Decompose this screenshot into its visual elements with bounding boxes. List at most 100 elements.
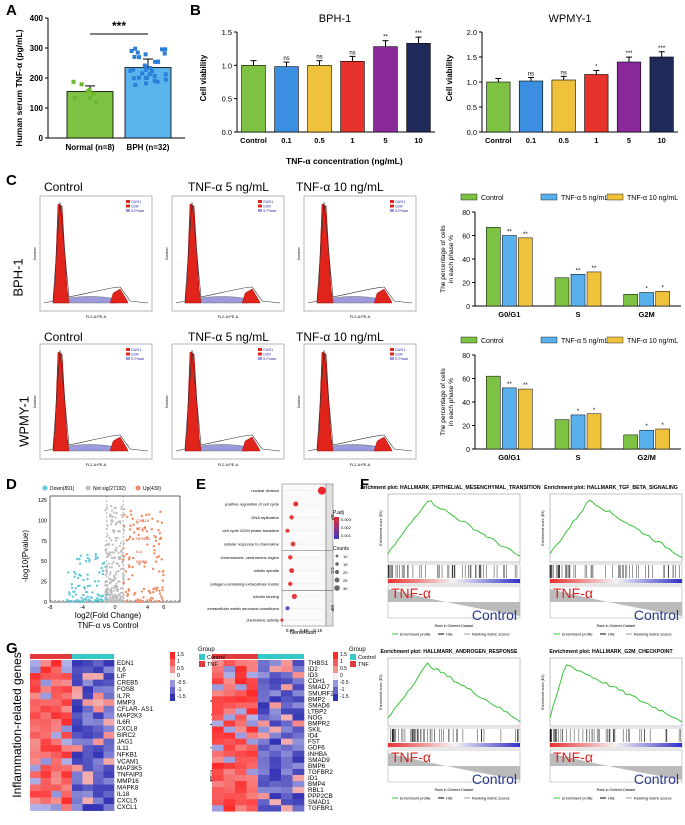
d-point-notsig bbox=[114, 586, 117, 589]
e-term-label: extracellular matrix structural constitu… bbox=[207, 606, 279, 611]
d-point-up bbox=[153, 534, 156, 538]
d-point-down bbox=[96, 556, 99, 560]
g-left-cell bbox=[82, 784, 94, 792]
e-count-tick: 10 bbox=[343, 554, 348, 559]
g-right-cell bbox=[269, 678, 282, 685]
g-left-cell bbox=[40, 705, 52, 713]
c-title-tnf5-2: TNF-α 5 ng/mL bbox=[188, 330, 269, 344]
d-point-notsig bbox=[108, 596, 112, 599]
g-right-cell bbox=[212, 762, 224, 770]
g-right-cell bbox=[212, 781, 224, 788]
g-left-cell bbox=[51, 758, 62, 766]
d-point-up bbox=[154, 560, 158, 563]
g-right-cell bbox=[212, 666, 224, 673]
g-left-gene-label: IL6 bbox=[117, 667, 126, 674]
g-right-gene-label: ID2 bbox=[308, 666, 318, 673]
a-dot bbox=[152, 78, 157, 83]
f-es-frame bbox=[387, 493, 521, 563]
e-dot bbox=[317, 486, 326, 495]
g-left-cell bbox=[93, 771, 104, 779]
g-right-cell bbox=[212, 787, 224, 794]
g-left-cell bbox=[82, 718, 94, 726]
c1-ytick-label: 40 bbox=[462, 257, 470, 264]
g-right-cell bbox=[223, 678, 236, 685]
b1-sig-label: ** bbox=[383, 35, 388, 41]
g-left-cell bbox=[103, 673, 115, 680]
d-legend-notsig-dot bbox=[85, 485, 91, 491]
panel-e-go-dotplot: BP nuclear division positive regulation of… bbox=[207, 483, 352, 636]
g-left-cell bbox=[40, 738, 52, 746]
d-point-notsig bbox=[120, 550, 123, 553]
g-left-cell bbox=[61, 738, 73, 746]
d-point-notsig bbox=[106, 524, 109, 527]
c-hist-legend-swatch bbox=[126, 348, 130, 351]
d-point-down bbox=[82, 593, 85, 597]
g-right-cell bbox=[235, 678, 247, 685]
g-left-gene-label: NFKB1 bbox=[117, 752, 138, 759]
g-right-cell bbox=[269, 672, 282, 679]
b2-ytick-label: 0.0 bbox=[467, 128, 477, 137]
g-right-cell bbox=[258, 799, 270, 806]
g-right-cell bbox=[235, 805, 247, 812]
g-left-scale-label: -1.5 bbox=[177, 694, 186, 700]
b1-xtick-label: 0.1 bbox=[281, 136, 291, 145]
d-point-up bbox=[140, 590, 143, 593]
d-point-notsig bbox=[106, 534, 109, 537]
g-right-cell bbox=[281, 732, 293, 739]
g-right-cell bbox=[292, 732, 305, 739]
g-right-cell bbox=[212, 720, 224, 727]
a-xtick-label: BPH (n=32) bbox=[127, 143, 170, 152]
c1-bar bbox=[554, 277, 570, 307]
c-g2m-peak bbox=[109, 288, 129, 304]
g-right-cell bbox=[235, 787, 247, 794]
a-ytick-label: 200 bbox=[30, 74, 44, 83]
g-right-cell bbox=[269, 744, 282, 752]
g-right-cell bbox=[269, 666, 282, 673]
d-point-up bbox=[152, 544, 155, 548]
b1-xtick-label: 10 bbox=[414, 136, 422, 145]
c1-sig-label: * bbox=[645, 286, 648, 292]
g-left-cell bbox=[30, 732, 41, 739]
e-dot bbox=[290, 541, 296, 547]
d-point-up bbox=[154, 587, 157, 590]
g-right-cell bbox=[269, 750, 282, 758]
d-point-up bbox=[154, 539, 158, 543]
d-point-notsig bbox=[123, 508, 126, 511]
g-right-cell bbox=[258, 708, 270, 715]
g-left-cell bbox=[72, 732, 83, 739]
g-right-scale-cell bbox=[333, 673, 338, 680]
d-point-up bbox=[157, 528, 160, 532]
c-hist-legend-swatch bbox=[390, 209, 394, 212]
g-right-gene-label: LTBP2 bbox=[308, 708, 327, 715]
g-left-cell bbox=[51, 797, 62, 805]
g-right-gene-label: SKIL bbox=[308, 727, 322, 734]
g-right-cell bbox=[269, 781, 282, 788]
panel-c-bph1-phase-chart: Control TNF-α 5 ng/mL TNF-α 10 ng/mL 0 20 40 6… bbox=[440, 193, 681, 319]
c1-sig-label: ** bbox=[523, 232, 528, 238]
g-left-group-bar-control bbox=[72, 654, 114, 659]
g-left-cell bbox=[51, 705, 62, 713]
d-legend-down: Down(891) bbox=[50, 486, 75, 492]
g-right-cell bbox=[246, 690, 259, 697]
g-left-gene-label: BIRC2 bbox=[117, 732, 136, 739]
d-point-up bbox=[127, 589, 131, 592]
e-dot bbox=[280, 618, 284, 622]
e-term-label: collagen-containing extracellular matrix bbox=[210, 581, 279, 586]
g-left-cell bbox=[103, 705, 115, 713]
g-right-cell bbox=[235, 762, 247, 770]
e-group-label: BP bbox=[330, 514, 335, 520]
c-hist-legend-swatch bbox=[126, 352, 130, 356]
d-point-up bbox=[138, 600, 142, 604]
d-legend-up: Up(430) bbox=[143, 486, 161, 492]
g-left-cell bbox=[40, 732, 52, 739]
g-left-gene-label: JAG1 bbox=[117, 739, 133, 746]
d-ytick-label: 50 bbox=[41, 559, 47, 565]
c2-bar bbox=[655, 428, 670, 450]
f-enrichment-curve bbox=[387, 662, 521, 723]
d-point-notsig bbox=[112, 575, 115, 578]
g-right-cell bbox=[223, 793, 236, 800]
g-right-cell bbox=[235, 690, 247, 697]
g-left-cell bbox=[61, 673, 73, 680]
c-hist-ylabel: Number bbox=[165, 394, 169, 407]
e-count-tick: 20 bbox=[343, 570, 348, 575]
